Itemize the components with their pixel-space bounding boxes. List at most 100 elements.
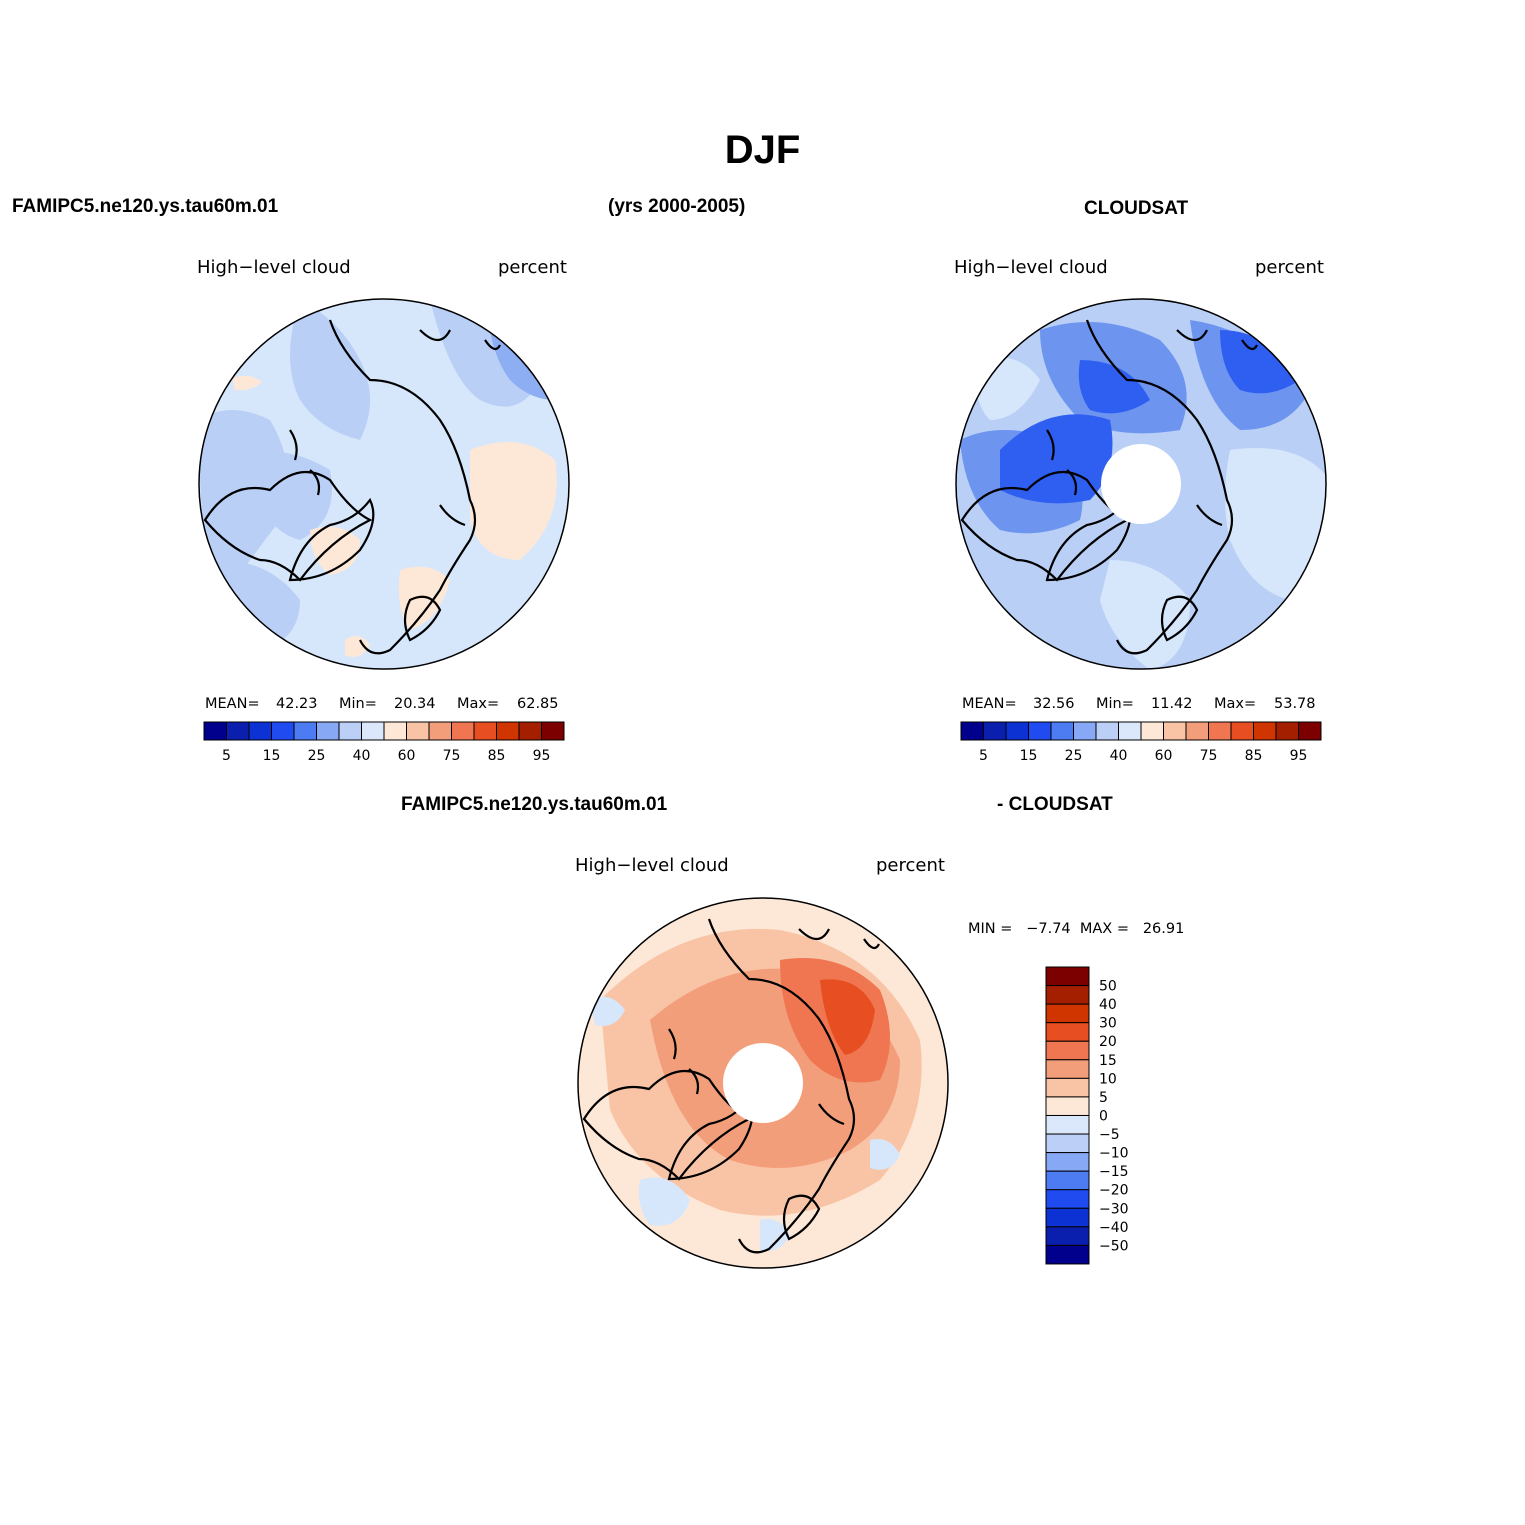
model-colorbar-swatch	[226, 721, 250, 741]
obs-colorbar-swatch	[1208, 721, 1232, 741]
diff-coastline-islands	[668, 928, 880, 1126]
diff-colorbar-swatch	[1045, 1077, 1090, 1098]
model-colorbar-tick-label: 85	[488, 748, 506, 764]
diff-region-30-ne	[820, 979, 875, 1055]
obs-colorbar-swatch	[960, 721, 984, 741]
model-max-value: 62.85	[517, 696, 559, 712]
diff-colorbar-swatch	[1045, 966, 1090, 987]
model-colorbar-swatch	[203, 721, 227, 741]
obs-variable-label: High−level cloud	[954, 257, 1108, 278]
model-region-low-north	[290, 300, 370, 440]
model-colorbar-swatch	[316, 721, 340, 741]
obs-max-value: 53.78	[1274, 696, 1316, 712]
diff-case-label: FAMIPC5.ne120.ys.tau60m.01	[401, 794, 668, 815]
obs-max-label: Max=	[1214, 696, 1257, 712]
diff-colorbar-swatch	[1045, 1244, 1090, 1265]
obs-colorbar-swatch	[1230, 721, 1254, 741]
diff-colorbar-swatch	[1045, 1226, 1090, 1246]
diff-colorbar-tick-label: −40	[1099, 1220, 1129, 1236]
model-colorbar-swatch	[271, 721, 295, 741]
model-colorbar-swatch	[406, 721, 430, 741]
obs-colorbar-tick-label: 25	[1065, 748, 1083, 764]
model-colorbar-swatch	[496, 721, 520, 741]
diff-colorbar-tick-label: −50	[1099, 1238, 1129, 1254]
model-region-warm-nw	[232, 375, 262, 391]
diff-colorbar-tick-label: 15	[1099, 1053, 1117, 1069]
diff-colorbar-swatch	[1045, 1133, 1090, 1154]
years-label: (yrs 2000-2005)	[608, 196, 746, 217]
obs-colorbar-swatch	[1275, 721, 1299, 741]
model-mean-value: 42.23	[276, 696, 318, 712]
model-region-warm-east	[470, 442, 557, 560]
diff-colorbar-swatch	[1045, 1059, 1090, 1079]
model-colorbar-swatch	[338, 721, 362, 741]
obs-colorbar-tick-label: 95	[1290, 748, 1308, 764]
model-region-warm-ssw	[345, 636, 370, 658]
model-colorbar-swatch	[361, 721, 385, 741]
diff-region-neg-sw	[638, 1177, 690, 1226]
obs-colorbar-swatch	[1253, 721, 1277, 741]
obs-colorbar-swatch	[1118, 721, 1142, 741]
diff-units-label: percent	[876, 855, 945, 876]
model-colorbar-swatch	[428, 721, 452, 741]
obs-colorbar-swatch	[1298, 721, 1322, 741]
model-units-label: percent	[498, 257, 567, 278]
diff-colorbar-swatch	[1045, 1003, 1090, 1024]
model-region-warm-south	[398, 566, 450, 630]
diff-minmax-label: MIN = −7.74 MAX = 26.91	[968, 921, 1185, 937]
model-colorbar-tick-label: 5	[222, 748, 231, 764]
obs-colorbar-tick-label: 40	[1110, 748, 1128, 764]
model-coastline-greenland	[288, 497, 375, 582]
obs-colorbar-swatch	[1140, 721, 1164, 741]
obs-colorbar-swatch	[1005, 721, 1029, 741]
obs-colorbar-tick-label: 85	[1245, 748, 1263, 764]
obs-coastline-eurasia	[1085, 319, 1234, 655]
model-max-label: Max=	[457, 696, 500, 712]
diff-colorbar-swatch	[1045, 985, 1090, 1005]
obs-colorbar-swatch	[1095, 721, 1119, 741]
diff-colorbar-swatch	[1045, 1207, 1090, 1228]
model-colorbar-swatch	[293, 721, 317, 741]
model-colorbar-swatch	[518, 721, 542, 741]
diff-coastline-eurasia	[707, 918, 856, 1254]
obs-colorbar-tick-label: 5	[979, 748, 988, 764]
obs-region-light-south	[1100, 560, 1190, 669]
diff-colorbar-tick-label: −30	[1099, 1201, 1129, 1217]
model-mean-label: MEAN=	[205, 696, 260, 712]
diff-colorbar-swatch	[1045, 1114, 1090, 1135]
diff-colorbar-swatch	[1045, 1189, 1090, 1209]
obs-colorbar-swatch	[1163, 721, 1187, 741]
diff-colorbar-tick-label: 20	[1099, 1034, 1117, 1050]
diff-map	[578, 898, 948, 1268]
diff-coastline-scandinavia	[782, 1194, 821, 1241]
model-variable-label: High−level cloud	[197, 257, 351, 278]
obs-colorbar-swatch	[1028, 721, 1052, 741]
case-name-label: FAMIPC5.ne120.ys.tau60m.01	[12, 196, 279, 217]
model-coastline-eurasia	[328, 319, 477, 655]
model-colorbar-swatch	[473, 721, 497, 741]
diff-variable-label: High−level cloud	[575, 855, 729, 876]
obs-region-dark-center	[1000, 414, 1113, 504]
diff-colorbar-tick-label: 50	[1099, 979, 1117, 995]
model-colorbar-tick-label: 25	[308, 748, 326, 764]
obs-colorbar-tick-label: 75	[1200, 748, 1218, 764]
diff-colorbar-tick-label: 5	[1099, 1090, 1108, 1106]
figure-title: DJF	[724, 128, 801, 172]
obs-min-label: Min=	[1096, 696, 1134, 712]
diff-pole-hole	[723, 1043, 803, 1123]
model-colorbar: 5 15 25 40 60 75 85 95	[203, 721, 565, 764]
model-region-low-center	[240, 452, 332, 540]
model-map	[199, 299, 569, 669]
model-min-label: Min=	[339, 696, 377, 712]
diff-region-neg-south	[760, 1219, 790, 1251]
model-map-border	[198, 298, 570, 670]
obs-region-dark-ne	[1220, 330, 1300, 394]
diff-colorbar-tick-label: −5	[1099, 1127, 1120, 1143]
obs-mean-label: MEAN=	[962, 696, 1017, 712]
obs-name-label: CLOUDSAT	[1084, 198, 1189, 219]
model-colorbar-tick-label: 60	[398, 748, 416, 764]
obs-coastline-islands	[1046, 329, 1258, 527]
model-coastline-na	[203, 470, 373, 582]
diff-colorbar-swatch	[1045, 1152, 1090, 1172]
